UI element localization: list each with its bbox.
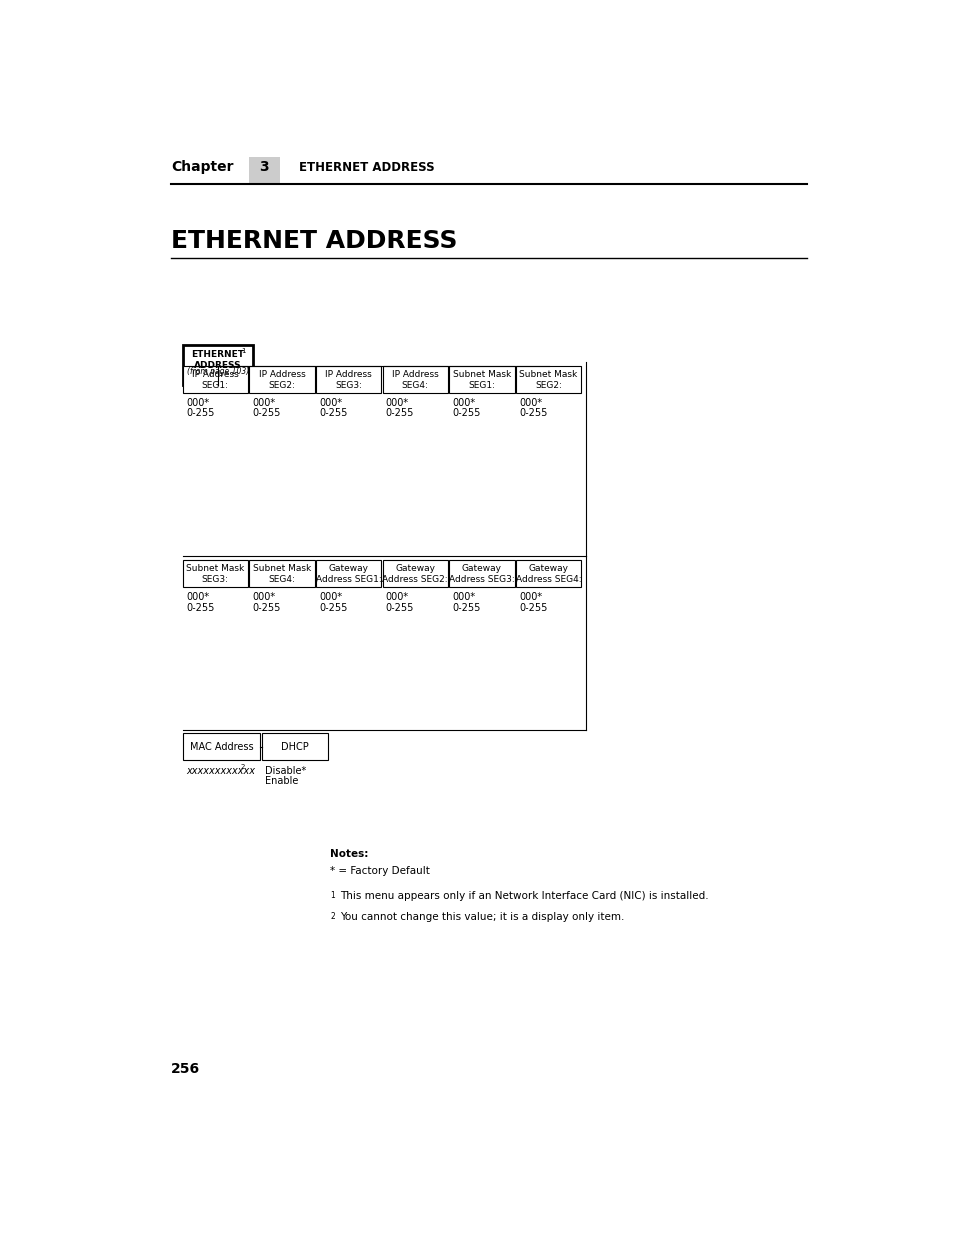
Text: 000*: 000*	[385, 399, 409, 409]
Text: 0-255: 0-255	[186, 409, 214, 419]
Text: Gateway
Address SEG2:: Gateway Address SEG2:	[382, 563, 448, 584]
Bar	[315, 561, 381, 587]
Text: (from page 103): (from page 103)	[187, 367, 249, 375]
Text: 000*: 000*	[186, 399, 209, 409]
Text: Subnet Mask
SEG4:: Subnet Mask SEG4:	[253, 563, 311, 584]
Text: 0-255: 0-255	[518, 409, 547, 419]
Text: 000*: 000*	[518, 593, 541, 603]
Bar	[183, 366, 248, 393]
Bar	[183, 734, 260, 761]
Text: 000*: 000*	[186, 593, 209, 603]
Bar	[315, 366, 381, 393]
Text: 000*: 000*	[319, 399, 342, 409]
Text: You cannot change this value; it is a display only item.: You cannot change this value; it is a di…	[340, 911, 624, 923]
Bar	[249, 157, 279, 184]
Bar	[183, 345, 253, 384]
Text: 0-255: 0-255	[186, 603, 214, 613]
Bar	[382, 561, 447, 587]
Text: ETHERNET ADDRESS: ETHERNET ADDRESS	[298, 161, 435, 174]
Bar	[449, 366, 514, 393]
Text: 0-255: 0-255	[253, 603, 280, 613]
Text: 0-255: 0-255	[253, 409, 280, 419]
Text: IP Address
SEG4:: IP Address SEG4:	[392, 369, 438, 389]
Text: This menu appears only if an Network Interface Card (NIC) is installed.: This menu appears only if an Network Int…	[340, 892, 708, 902]
Text: Subnet Mask
SEG1:: Subnet Mask SEG1:	[453, 369, 511, 389]
Text: 0-255: 0-255	[452, 409, 480, 419]
Bar	[183, 379, 253, 384]
Text: IP Address
SEG3:: IP Address SEG3:	[325, 369, 372, 389]
Text: 0-255: 0-255	[518, 603, 547, 613]
Text: 2: 2	[330, 911, 335, 921]
Bar	[249, 366, 314, 393]
Text: xxxxxxxxxxxx: xxxxxxxxxxxx	[186, 766, 254, 776]
Text: ETHERNET
ADDRESS: ETHERNET ADDRESS	[192, 350, 244, 370]
Bar	[183, 561, 248, 587]
Text: 2: 2	[240, 764, 244, 771]
Text: IP Address
SEG2:: IP Address SEG2:	[258, 369, 305, 389]
Text: 3: 3	[259, 161, 269, 174]
Text: 256: 256	[171, 1062, 200, 1076]
Text: 1: 1	[241, 348, 246, 354]
Text: Chapter: Chapter	[171, 161, 233, 174]
Text: 000*: 000*	[253, 593, 275, 603]
Text: Gateway
Address SEG4:: Gateway Address SEG4:	[516, 563, 580, 584]
Text: 0-255: 0-255	[319, 603, 347, 613]
Text: Notes:: Notes:	[330, 848, 368, 858]
Text: Gateway
Address SEG1:: Gateway Address SEG1:	[315, 563, 381, 584]
Text: 000*: 000*	[452, 593, 476, 603]
Text: 0-255: 0-255	[319, 409, 347, 419]
Text: 000*: 000*	[385, 593, 409, 603]
Text: Disable*: Disable*	[265, 766, 306, 776]
Text: 1: 1	[330, 892, 335, 900]
Text: 000*: 000*	[253, 399, 275, 409]
Text: 000*: 000*	[452, 399, 476, 409]
Text: * = Factory Default: * = Factory Default	[330, 866, 430, 876]
Text: MAC Address: MAC Address	[190, 742, 253, 752]
Bar	[516, 561, 580, 587]
Text: 000*: 000*	[518, 399, 541, 409]
Bar	[516, 366, 580, 393]
Text: 0-255: 0-255	[385, 603, 414, 613]
Text: Subnet Mask
SEG2:: Subnet Mask SEG2:	[519, 369, 578, 389]
Bar	[249, 561, 314, 587]
Bar	[449, 561, 514, 587]
Text: 0-255: 0-255	[385, 409, 414, 419]
Text: Subnet Mask
SEG3:: Subnet Mask SEG3:	[186, 563, 244, 584]
Text: 0-255: 0-255	[452, 603, 480, 613]
Text: IP Address
SEG1:: IP Address SEG1:	[192, 369, 238, 389]
Text: Enable: Enable	[265, 776, 298, 785]
Text: 000*: 000*	[319, 593, 342, 603]
Text: ETHERNET ADDRESS: ETHERNET ADDRESS	[171, 228, 457, 253]
Text: DHCP: DHCP	[280, 742, 309, 752]
Bar	[261, 734, 328, 761]
Text: Gateway
Address SEG3:: Gateway Address SEG3:	[449, 563, 515, 584]
Bar	[382, 366, 447, 393]
